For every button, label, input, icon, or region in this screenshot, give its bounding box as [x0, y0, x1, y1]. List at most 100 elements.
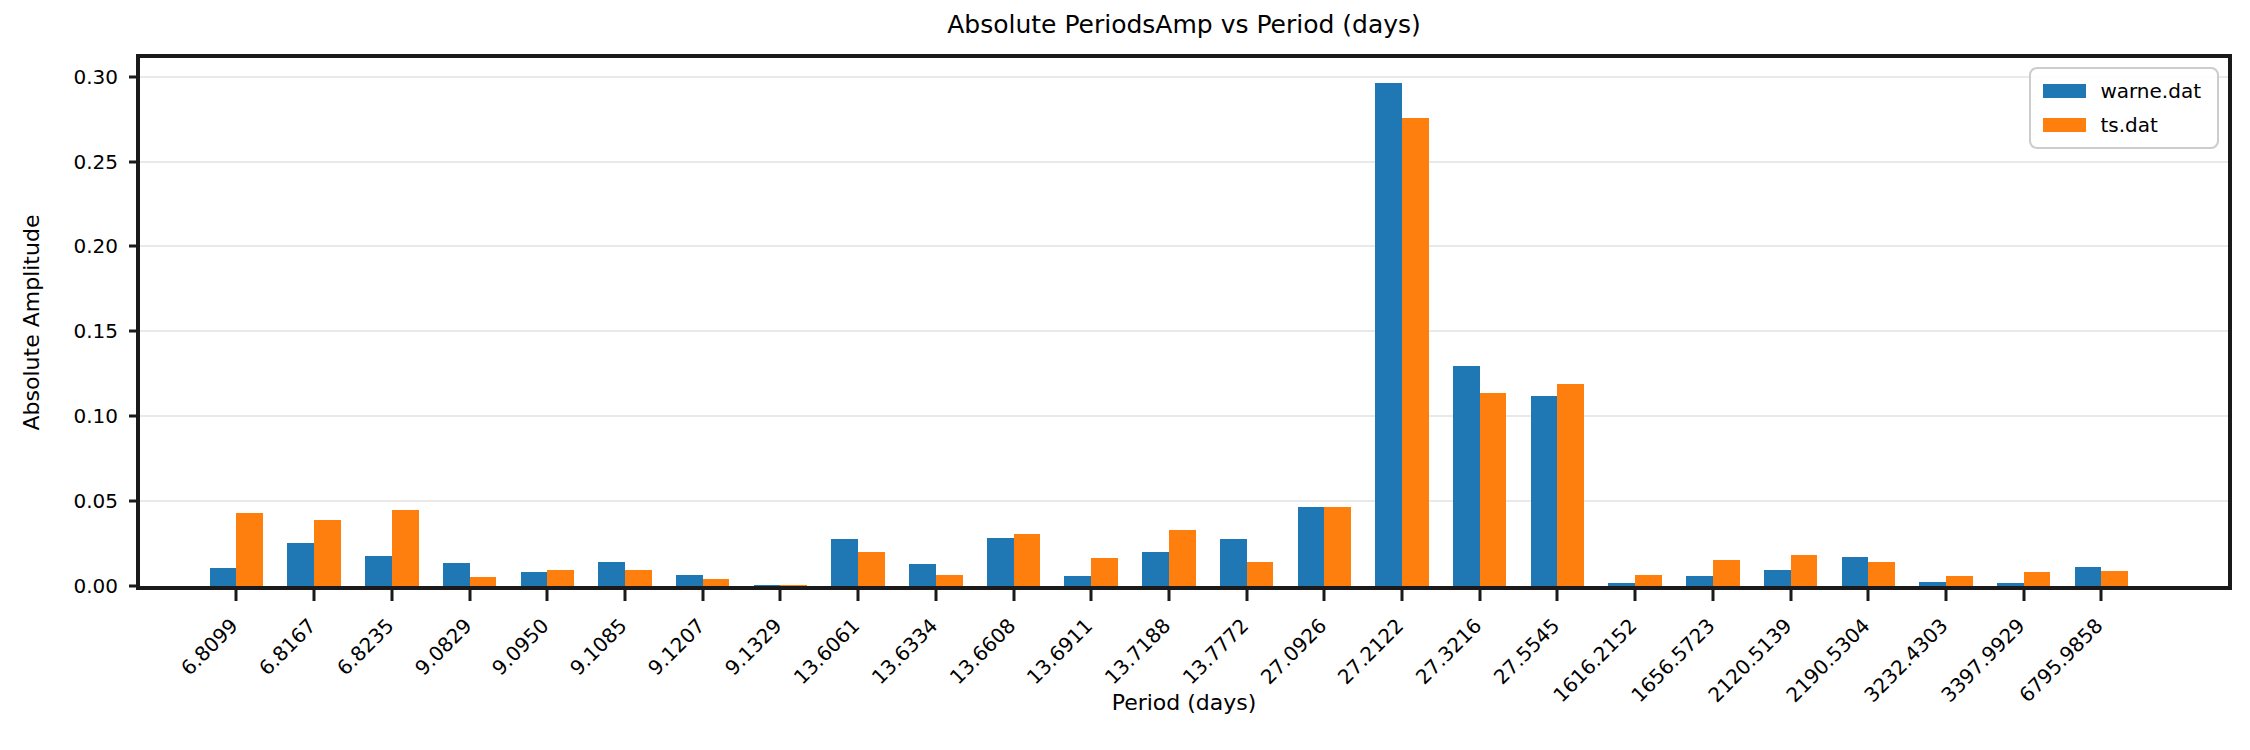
- bar-ts.dat-6.8099: [236, 513, 263, 586]
- bar-group-2190.5304: 2190.5304: [1829, 58, 1907, 586]
- x-tick-9.1329: [779, 590, 782, 601]
- x-tick-label-13.7772: 13.7772: [1178, 614, 1253, 689]
- x-tick-label-27.2122: 27.2122: [1333, 614, 1408, 689]
- legend-label-ts: ts.dat: [2100, 113, 2157, 137]
- bar-group-9.0829: 9.0829: [431, 58, 509, 586]
- x-tick-9.1085: [623, 590, 626, 601]
- bar-warne.dat-27.3216: [1453, 366, 1480, 586]
- bar-group-13.6334: 13.6334: [897, 58, 975, 586]
- x-tick-2190.5304: [1867, 590, 1870, 601]
- y-tick-labels: 0.000.050.100.150.200.250.30: [0, 58, 118, 586]
- bar-group-9.1207: 9.1207: [664, 58, 742, 586]
- bar-warne.dat-9.0829: [443, 563, 470, 586]
- bar-warne.dat-9.1329: [754, 585, 781, 586]
- legend-swatch-ts: [2043, 118, 2086, 132]
- x-axis-title: Period (days): [136, 690, 2232, 715]
- bar-ts.dat-6.8167: [314, 520, 341, 586]
- bar-ts.dat-9.0829: [470, 577, 497, 586]
- bar-ts.dat-27.5545: [1557, 384, 1584, 586]
- x-tick-6795.9858: [2100, 590, 2103, 601]
- bar-group-6.8167: 6.8167: [275, 58, 353, 586]
- x-tick-13.6061: [857, 590, 860, 601]
- bar-warne.dat-13.6334: [909, 564, 936, 586]
- y-tick-label-0.05: 0.05: [0, 491, 118, 511]
- bar-group-13.6608: 13.6608: [975, 58, 1053, 586]
- x-tick-27.0926: [1323, 590, 1326, 601]
- bar-warne.dat-6.8099: [210, 568, 237, 586]
- x-tick-13.7188: [1167, 590, 1170, 601]
- x-tick-13.6911: [1090, 590, 1093, 601]
- bar-chart-figure: Absolute PeriodsAmp vs Period (days) Abs…: [0, 0, 2250, 750]
- x-tick-label-9.0950: 9.0950: [487, 614, 553, 680]
- x-tick-2120.5139: [1789, 590, 1792, 601]
- bar-ts.dat-3397.9929: [2024, 572, 2051, 586]
- bar-ts.dat-2120.5139: [1791, 555, 1818, 586]
- bar-group-27.3216: 27.3216: [1441, 58, 1519, 586]
- bar-warne.dat-13.7772: [1220, 539, 1247, 586]
- legend-swatch-warne: [2043, 84, 2086, 98]
- x-tick-label-6.8099: 6.8099: [176, 614, 242, 680]
- x-tick-label-9.1329: 9.1329: [720, 614, 786, 680]
- y-tick-label-0.20: 0.20: [0, 236, 118, 256]
- x-tick-label-6.8235: 6.8235: [332, 614, 398, 680]
- bar-warne.dat-6795.9858: [2075, 567, 2102, 586]
- bar-warne.dat-9.1207: [676, 575, 703, 586]
- bar-warne.dat-2120.5139: [1764, 570, 1791, 586]
- bar-group-13.6061: 13.6061: [819, 58, 897, 586]
- bar-ts.dat-6795.9858: [2101, 571, 2128, 586]
- y-tick-label-0.30: 0.30: [0, 67, 118, 87]
- x-tick-6.8167: [313, 590, 316, 601]
- bar-group-13.7188: 13.7188: [1130, 58, 1208, 586]
- bar-group-2120.5139: 2120.5139: [1752, 58, 1830, 586]
- bar-group-3232.4303: 3232.4303: [1907, 58, 1985, 586]
- x-tick-1616.2152: [1634, 590, 1637, 601]
- bar-ts.dat-27.0926: [1324, 507, 1351, 586]
- legend-item-ts: ts.dat: [2043, 113, 2201, 137]
- bar-ts.dat-9.1329: [780, 585, 807, 586]
- x-tick-label-13.6911: 13.6911: [1022, 614, 1097, 689]
- x-tick-label-27.5545: 27.5545: [1488, 614, 1563, 689]
- bar-group-13.7772: 13.7772: [1208, 58, 1286, 586]
- bar-warne.dat-2190.5304: [1842, 557, 1869, 586]
- bar-ts.dat-9.0950: [547, 570, 574, 586]
- x-tick-27.5545: [1556, 590, 1559, 601]
- chart-title: Absolute PeriodsAmp vs Period (days): [136, 10, 2232, 39]
- x-tick-label-13.6061: 13.6061: [789, 614, 864, 689]
- bar-warne.dat-3397.9929: [1997, 583, 2024, 586]
- x-tick-label-27.0926: 27.0926: [1255, 614, 1330, 689]
- legend-label-warne: warne.dat: [2100, 79, 2201, 103]
- bar-ts.dat-13.6061: [858, 552, 885, 586]
- x-tick-27.3216: [1478, 590, 1481, 601]
- bar-group-6.8235: 6.8235: [353, 58, 431, 586]
- x-tick-13.6334: [934, 590, 937, 601]
- x-tick-9.0829: [468, 590, 471, 601]
- legend: warne.dat ts.dat: [2029, 67, 2219, 149]
- bar-ts.dat-27.3216: [1480, 393, 1507, 586]
- x-tick-label-13.6608: 13.6608: [945, 614, 1020, 689]
- bar-ts.dat-13.6334: [936, 575, 963, 586]
- bar-ts.dat-6.8235: [392, 510, 419, 586]
- bar-warne.dat-3232.4303: [1919, 582, 1946, 586]
- bar-ts.dat-1656.5723: [1713, 560, 1740, 586]
- bar-group-27.0926: 27.0926: [1285, 58, 1363, 586]
- bar-warne.dat-1656.5723: [1686, 576, 1713, 586]
- x-tick-label-9.0829: 9.0829: [410, 614, 476, 680]
- bar-ts.dat-13.6608: [1014, 534, 1041, 586]
- bar-ts.dat-9.1085: [625, 570, 652, 586]
- x-tick-label-9.1207: 9.1207: [643, 614, 709, 680]
- x-tick-1656.5723: [1711, 590, 1714, 601]
- bar-warne.dat-9.0950: [521, 572, 548, 586]
- bar-ts.dat-13.6911: [1091, 558, 1118, 586]
- bar-warne.dat-1616.2152: [1608, 583, 1635, 586]
- x-tick-6.8235: [390, 590, 393, 601]
- x-tick-9.1207: [701, 590, 704, 601]
- x-tick-13.7772: [1245, 590, 1248, 601]
- x-tick-13.6608: [1012, 590, 1015, 601]
- plot-area: 6.80996.81676.82359.08299.09509.10859.12…: [136, 54, 2232, 590]
- y-tick-label-0.00: 0.00: [0, 576, 118, 596]
- bar-group-9.0950: 9.0950: [508, 58, 586, 586]
- bar-warne.dat-27.5545: [1531, 396, 1558, 586]
- y-tick-label-0.25: 0.25: [0, 152, 118, 172]
- x-tick-label-6.8167: 6.8167: [254, 614, 320, 680]
- bar-warne.dat-27.2122: [1375, 83, 1402, 586]
